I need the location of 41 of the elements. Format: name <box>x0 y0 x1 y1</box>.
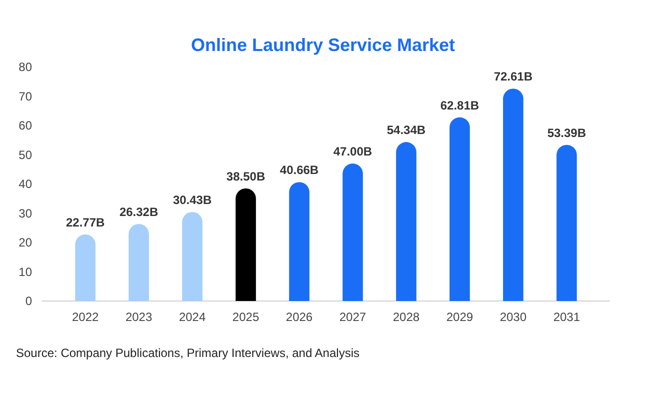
x-tick-label: 2027 <box>339 310 366 324</box>
y-tick-label: 70 <box>18 89 32 104</box>
x-tick-label: 2024 <box>178 310 206 324</box>
bar <box>450 117 470 301</box>
source-note: Source: Company Publications, Primary Interviews, and Analysis <box>16 346 360 360</box>
y-tick-label: 40 <box>18 177 32 192</box>
y-tick-label: 10 <box>18 264 32 279</box>
bar <box>556 144 577 301</box>
data-label: 53.39B <box>547 126 586 140</box>
y-tick-label: 60 <box>18 118 32 133</box>
data-label: 72.61B <box>494 70 533 84</box>
x-tick-label: 2030 <box>500 310 527 324</box>
x-tick-label: 2028 <box>392 310 420 324</box>
data-label: 38.50B <box>226 169 266 184</box>
data-label: 30.43B <box>172 192 212 207</box>
bar <box>236 188 256 301</box>
data-label: 47.00B <box>333 144 372 159</box>
x-tick-label: 2031 <box>553 310 580 324</box>
y-tick-label: 0 <box>25 294 32 308</box>
data-label: 54.34B <box>386 123 426 138</box>
y-tick-label: 80 <box>18 60 32 74</box>
bar <box>503 88 524 301</box>
bar <box>75 234 96 301</box>
bar <box>128 224 149 301</box>
x-tick-label: 2026 <box>286 310 313 324</box>
data-label: 22.77B <box>66 215 105 230</box>
x-tick-label: 2023 <box>125 310 152 324</box>
y-tick-label: 20 <box>18 236 32 250</box>
data-label: 62.81B <box>440 98 480 112</box>
y-tick-label: 50 <box>18 148 32 162</box>
bar <box>342 164 363 301</box>
bar <box>182 212 202 301</box>
x-tick-label: 2025 <box>232 310 260 324</box>
x-tick-label: 2022 <box>72 310 99 324</box>
y-tick-label: 30 <box>18 206 32 220</box>
x-tick-label: 2029 <box>446 310 474 324</box>
chart-title: Online Laundry Service Market <box>190 35 456 55</box>
data-label: 40.66B <box>280 163 319 178</box>
data-label: 26.32B <box>119 205 158 220</box>
bar <box>289 182 310 301</box>
bar <box>396 142 416 301</box>
